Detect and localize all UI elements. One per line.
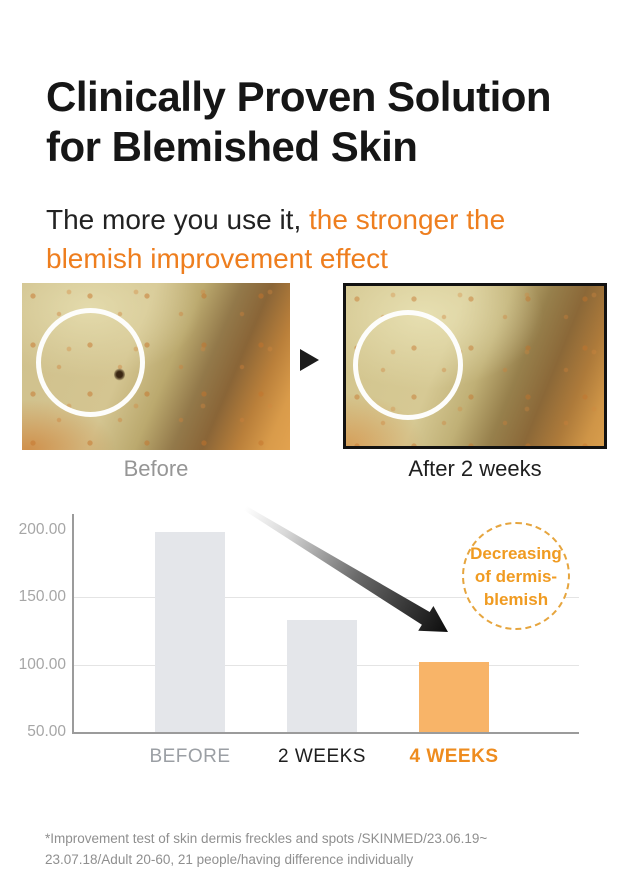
plot-area: BEFORE 2 WEEKS 4 WEEKS: [0, 505, 628, 785]
x-category-label: 2 WEEKS: [278, 746, 366, 767]
x-axis-line: [72, 732, 579, 734]
bar-before: [155, 532, 225, 732]
y-tick-label: 50.00: [27, 723, 66, 740]
subtitle: The more you use it, the stronger the bl…: [46, 200, 524, 278]
y-axis-labels: 200.00 150.00 100.00 50.00: [0, 505, 66, 785]
x-category-label: BEFORE: [149, 746, 231, 767]
decreasing-badge: Decreasing of dermis- blemish: [462, 522, 570, 630]
page-title: Clinically Proven Solution for Blemished…: [46, 73, 552, 171]
after-caption: After 2 weeks: [408, 456, 542, 481]
bar-chart: BEFORE 2 WEEKS 4 WEEKS 200.00 150.00 100.00 5…: [0, 505, 628, 785]
bar-4-weeks: [419, 661, 489, 732]
before-caption: Before: [123, 456, 189, 481]
y-tick-label: 150.00: [18, 588, 66, 606]
footnote: *Improvement test of skin dermis freckle…: [45, 830, 488, 867]
bar-2-weeks: [287, 620, 357, 732]
right-triangle-icon: [300, 349, 319, 371]
before-photo: [22, 283, 290, 450]
y-tick-label: 200.00: [18, 520, 66, 538]
x-category-label: 4 WEEKS: [409, 746, 499, 767]
highlight-circle-before: [36, 308, 145, 417]
y-axis-line: [72, 514, 74, 733]
subtitle-highlight-text: the stronger the blemish improvement eff…: [46, 204, 506, 274]
y-tick-label: 100.00: [18, 655, 66, 673]
subtitle-plain-text: The more you use it,: [46, 204, 310, 235]
highlight-circle-after: [353, 310, 463, 420]
after-photo: [343, 283, 607, 449]
